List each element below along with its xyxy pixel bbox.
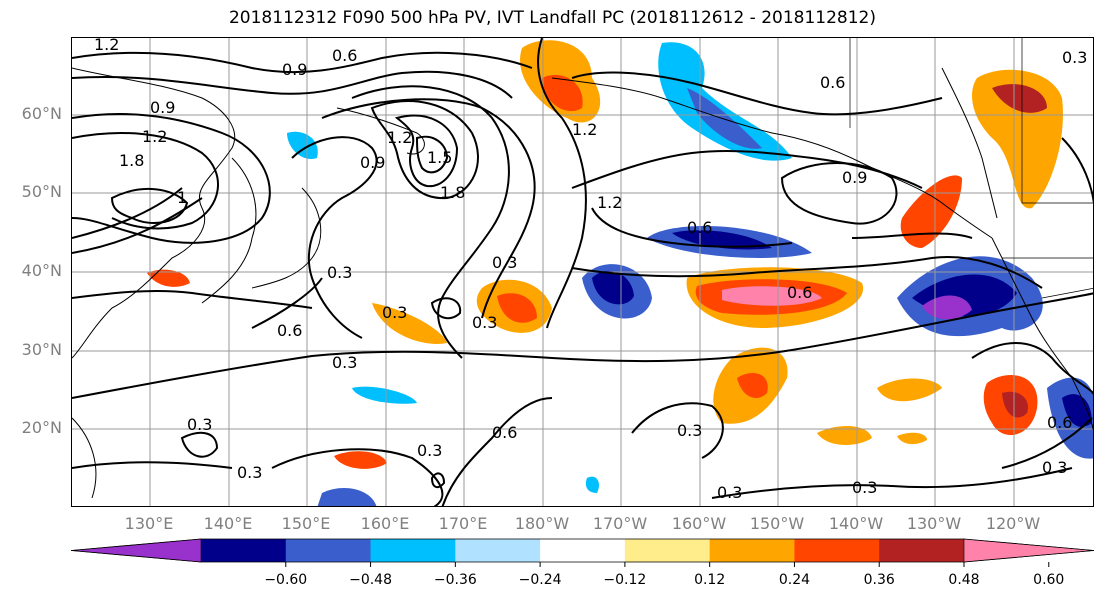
colorbar-tick-label: 0.48 xyxy=(948,572,980,588)
colorbar-tick-label: 0.60 xyxy=(1033,572,1065,588)
contour-label: 0.3 xyxy=(852,478,877,497)
colorbar-tick-label: 0.24 xyxy=(778,572,811,588)
lon-label-130e: 130°E xyxy=(124,514,174,533)
contour-label: 0.3 xyxy=(327,263,352,282)
contour-label: 1 xyxy=(177,188,187,207)
colorbar-tick-label: −0.48 xyxy=(349,572,392,588)
contour-label: 1.2 xyxy=(572,120,597,139)
contour-label: 0.3 xyxy=(332,353,357,372)
colorbar-outline xyxy=(70,538,1095,563)
lon-label-140w: 140°W xyxy=(828,514,884,533)
colorbar-swatches xyxy=(70,538,1095,567)
pv-contours xyxy=(72,38,1093,506)
contour-label: 0.9 xyxy=(150,98,175,117)
contour-label: 1.5 xyxy=(427,148,452,167)
colorbar-tick-label: −0.36 xyxy=(433,572,477,588)
map-panel: 1.2 0.6 0.9 0.9 1.2 1.8 1 1.2 1.5 1.8 0.… xyxy=(71,37,1094,507)
contour-label: 0.3 xyxy=(472,313,497,332)
lon-label-170w: 170°W xyxy=(592,514,648,533)
colorbar-swatch xyxy=(794,539,880,562)
lon-label-140e: 140°E xyxy=(203,514,253,533)
colorbar-tick-label: 0.36 xyxy=(863,572,895,588)
colorbar-swatch xyxy=(455,539,541,562)
lon-label-160e: 160°E xyxy=(360,514,410,533)
lat-label-40n: 40°N xyxy=(21,261,62,280)
lat-label-60n: 60°N xyxy=(21,104,62,123)
contour-label: 1.8 xyxy=(119,151,144,170)
map-canvas: 1.2 0.6 0.9 0.9 1.2 1.8 1 1.2 1.5 1.8 0.… xyxy=(72,38,1093,506)
colorbar-swatch xyxy=(201,539,287,562)
contour-label: 0.9 xyxy=(282,60,307,79)
colorbar-swatch xyxy=(624,539,711,562)
contour-label: 0.3 xyxy=(382,303,407,322)
lat-label-30n: 30°N xyxy=(21,340,62,359)
colorbar-swatch xyxy=(879,539,965,562)
contour-label: 0.3 xyxy=(417,441,442,460)
contour-label: 0.6 xyxy=(787,283,812,302)
contour-label: 1.8 xyxy=(440,183,465,202)
contour-label: 0.6 xyxy=(332,46,357,65)
contour-label-group: 1.2 0.6 0.9 0.9 1.2 1.8 1 1.2 1.5 1.8 0.… xyxy=(94,38,1087,502)
contour-label: 0.9 xyxy=(360,153,385,172)
contour-label: 0.6 xyxy=(277,321,302,340)
lon-label-150w: 150°W xyxy=(749,514,805,533)
lon-label-170e: 170°E xyxy=(438,514,488,533)
colorbar-tick-label: −0.60 xyxy=(264,572,308,588)
coastlines xyxy=(72,67,1093,499)
lon-label-160w: 160°W xyxy=(671,514,727,533)
colorbar-swatch xyxy=(709,539,795,562)
contour-label: 0.3 xyxy=(1062,48,1087,67)
colorbar-swatch xyxy=(540,539,626,562)
lat-label-20n: 20°N xyxy=(21,418,62,437)
colorbar-swatch xyxy=(285,539,372,562)
positive-anomaly-shading xyxy=(147,40,1063,469)
lat-label-50n: 50°N xyxy=(21,182,62,201)
contour-label: 0.3 xyxy=(677,421,702,440)
contour-label: 1.2 xyxy=(387,128,412,147)
contour-label: 0.6 xyxy=(492,423,517,442)
contour-label: 0.6 xyxy=(687,218,712,237)
colorbar-tick-label: −0.24 xyxy=(518,572,562,588)
lon-label-180w: 180°W xyxy=(514,514,570,533)
lon-label-120w: 120°W xyxy=(985,514,1041,533)
colorbar-tick-label: −0.12 xyxy=(603,572,647,588)
contour-label: 1.2 xyxy=(597,193,622,212)
contour-label: 0.3 xyxy=(187,415,212,434)
contour-label: 0.3 xyxy=(237,463,262,482)
contour-label: 0.6 xyxy=(1047,413,1072,432)
contour-label: 0.3 xyxy=(1042,458,1067,477)
colorbar-swatch xyxy=(370,539,456,562)
contour-label: 1.2 xyxy=(142,127,167,146)
map-title: 2018112312 F090 500 hPa PV, IVT Landfall… xyxy=(228,8,876,28)
contour-label: 1.2 xyxy=(94,38,119,54)
graticule xyxy=(72,38,1093,506)
colorbar-swatch xyxy=(963,538,1095,563)
colorbar-tick-label: 0.12 xyxy=(694,572,726,588)
lon-label-130w: 130°W xyxy=(906,514,962,533)
lon-label-150e: 150°E xyxy=(281,514,331,533)
contour-label: 0.3 xyxy=(492,253,517,272)
contour-label: 0.6 xyxy=(820,73,845,92)
contour-label: 0.9 xyxy=(842,168,867,187)
contour-label: 0.3 xyxy=(717,483,742,502)
colorbar-swatch xyxy=(70,538,202,563)
